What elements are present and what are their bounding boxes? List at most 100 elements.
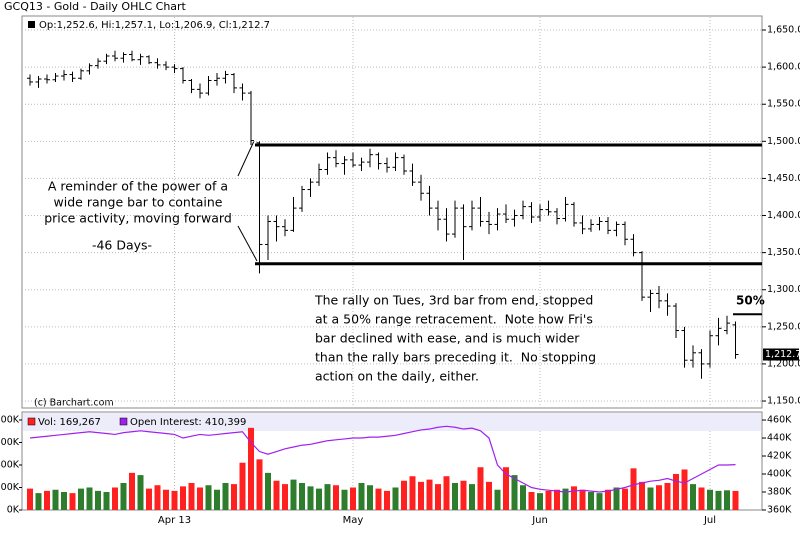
volume-legend-band	[23, 413, 761, 431]
volume-bar	[231, 484, 237, 510]
volume-bar	[256, 459, 263, 510]
volume-bar	[732, 490, 739, 510]
y-tick-label: 1,300.0	[767, 284, 800, 295]
y-tick-label: 1,450.0	[767, 173, 800, 184]
annotation: A reminder of the power of a	[48, 179, 228, 194]
volume-bar	[605, 489, 611, 510]
y-tick-label: 1,600.0	[767, 62, 800, 73]
volume-bar	[443, 476, 450, 510]
y-tick-label: 1,550.0	[767, 99, 800, 110]
bracket-line	[237, 225, 258, 262]
volume-bar	[163, 489, 169, 510]
y-tick-label: 1,350.0	[767, 247, 800, 258]
last-price-box	[763, 348, 799, 361]
volume-bar	[205, 485, 212, 510]
y-tick-label: 1,150.0	[767, 396, 800, 407]
y2-tick-label: 380K	[767, 487, 792, 498]
volume-bar	[375, 488, 382, 510]
volume-bar	[290, 479, 297, 510]
legend-label: Open Interest: 410,399	[130, 417, 246, 428]
volume-bar	[154, 485, 161, 510]
x-tick-label: Jun	[531, 515, 548, 526]
legend-swatch	[119, 417, 128, 426]
y-tick-label: 1,650.0	[767, 25, 800, 36]
annotation: price activity, moving forward	[44, 211, 232, 226]
volume-bar	[477, 467, 484, 510]
annotation: wide range bar to containe	[54, 195, 223, 210]
y-tick-label: 1,400.0	[767, 210, 800, 221]
volume-bar	[409, 476, 416, 510]
volume-bar	[299, 482, 305, 510]
volume-bar	[418, 481, 424, 510]
volume-bar	[460, 480, 467, 510]
volume-bar	[78, 488, 84, 510]
volume-bar	[639, 481, 645, 510]
volume-bar	[350, 487, 356, 510]
volume-bar	[673, 473, 679, 510]
volume-bar	[707, 489, 713, 510]
y-tick-label: 600K	[0, 437, 20, 448]
volume-bar	[341, 489, 348, 510]
volume-bar	[86, 487, 93, 510]
volume-bar	[630, 468, 637, 510]
ohlc-legend: Op:1,252.6, Hi:1,257.1, Lo:1,206.9, Cl:1…	[39, 20, 270, 31]
price-panel	[21, 15, 763, 409]
volume-bar	[180, 486, 186, 510]
volume-bar	[426, 479, 433, 510]
volume-bar	[358, 482, 365, 510]
chart-title: GCQ13 - Gold - Daily OHLC Chart	[4, 0, 187, 13]
volume-bar	[52, 489, 59, 510]
volume-bar	[265, 472, 271, 510]
y-tick-label: 0K	[7, 505, 20, 516]
volume-bar	[282, 484, 288, 510]
volume-bar	[690, 484, 696, 510]
y-tick-label: 400K	[0, 459, 20, 470]
volume-bar	[273, 480, 280, 510]
x-tick-label: Jul	[703, 515, 716, 526]
volume-bar	[333, 485, 339, 510]
volume-bar	[664, 482, 671, 510]
volume-bar	[95, 490, 101, 510]
volume-bar	[469, 484, 475, 510]
volume-bar	[188, 482, 195, 510]
annotation: than the rally bars preceding it. No sto…	[315, 350, 596, 365]
volume-bar	[316, 488, 322, 510]
volume-bar	[61, 491, 67, 510]
volume-bar	[112, 487, 118, 510]
volume-bar	[137, 475, 144, 510]
volume-bar	[401, 480, 407, 510]
volume-bar	[579, 489, 586, 510]
y2-tick-label: 460K	[767, 415, 792, 426]
volume-bar	[588, 491, 594, 510]
volume-bar	[511, 475, 518, 510]
volume-bar	[656, 485, 662, 510]
volume-bar	[435, 484, 441, 510]
x-tick-label: May	[343, 515, 364, 526]
y2-tick-label: 440K	[767, 433, 792, 444]
volume-bar	[596, 493, 603, 510]
volume-bar	[69, 493, 76, 510]
volume-bar	[171, 490, 178, 510]
volume-bar	[545, 490, 552, 510]
volume-bar	[503, 467, 509, 510]
volume-bar	[27, 488, 33, 510]
bracket-line	[237, 140, 255, 177]
volume-bar	[562, 488, 569, 510]
volume-bar	[307, 486, 314, 510]
volume-bar	[367, 485, 373, 510]
volume-bar	[197, 487, 203, 510]
y2-tick-label: 400K	[767, 469, 792, 480]
open-interest-line	[29, 425, 736, 493]
last-price-label: 1,212.7	[765, 349, 800, 360]
volume-bar	[392, 487, 399, 510]
volume-bar	[239, 462, 246, 510]
volume-bar	[647, 487, 654, 510]
y-tick-label: 1,250.0	[767, 321, 800, 332]
y2-tick-label: 360K	[767, 505, 792, 516]
annotation: at a 50% range retracement. Note how Fri…	[315, 312, 593, 327]
annotation: -46 Days-	[92, 238, 152, 253]
volume-bar	[520, 485, 526, 510]
volume-bar	[724, 490, 730, 510]
volume-bar	[120, 482, 127, 510]
